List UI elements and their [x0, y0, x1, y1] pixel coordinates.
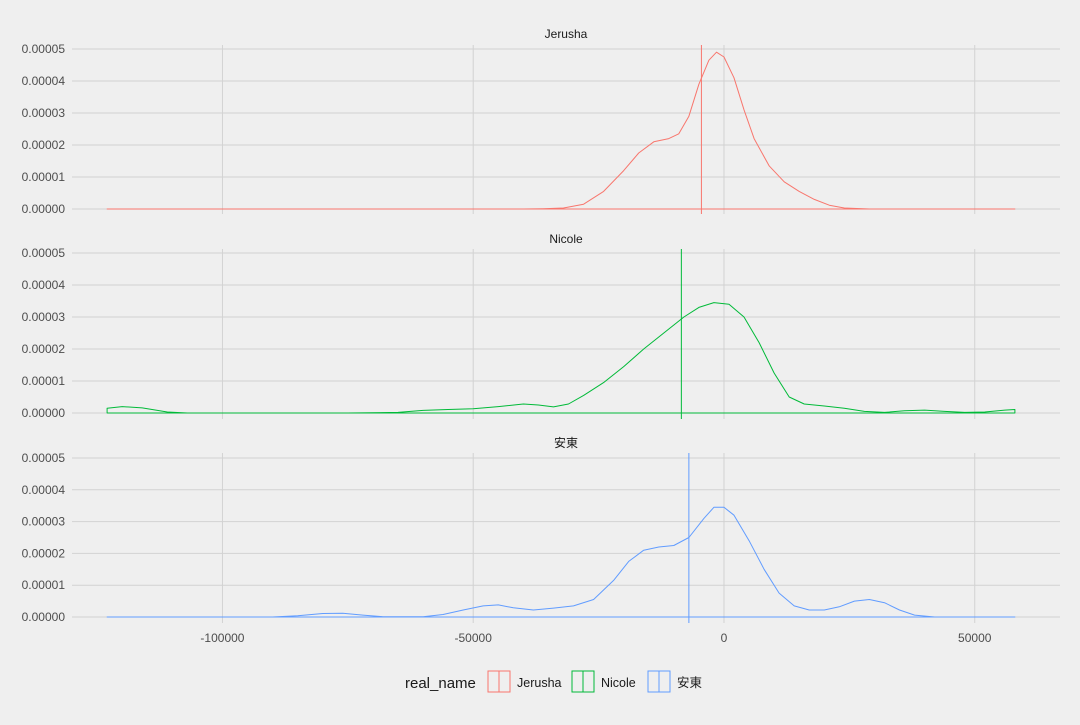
y-tick-label: 0.00005: [22, 42, 66, 56]
facet-strip-title: Nicole: [549, 232, 583, 246]
y-tick-label: 0.00000: [22, 610, 66, 624]
y-tick-label: 0.00000: [22, 202, 66, 216]
y-tick-label: 0.00001: [22, 578, 66, 592]
legend-label-2: Nicole: [601, 676, 636, 690]
y-tick-label: 0.00003: [22, 310, 66, 324]
y-tick-label: 0.00002: [22, 546, 66, 560]
density-curve-2: [106, 302, 1016, 414]
x-tick-label: -50000: [455, 631, 493, 645]
y-tick-label: 0.00005: [22, 451, 66, 465]
legend-label-3: 安東: [677, 675, 703, 690]
facet-strip-title: Jerusha: [545, 27, 588, 41]
facet-strip-title: 安東: [554, 435, 578, 450]
y-tick-label: 0.00001: [22, 374, 66, 388]
x-tick-label: 0: [721, 631, 728, 645]
y-tick-label: 0.00004: [22, 74, 66, 88]
legend-title: real_name: [405, 675, 476, 692]
y-tick-label: 0.00004: [22, 278, 66, 292]
legend-label-1: Jerusha: [517, 676, 562, 690]
y-tick-label: 0.00000: [22, 406, 66, 420]
y-tick-label: 0.00005: [22, 246, 66, 260]
y-tick-label: 0.00002: [22, 138, 66, 152]
x-tick-label: -100000: [200, 631, 244, 645]
y-tick-label: 0.00003: [22, 106, 66, 120]
density-curve-1: [106, 51, 1016, 210]
y-tick-label: 0.00003: [22, 515, 66, 529]
density-curve-3: [106, 506, 1016, 618]
y-tick-label: 0.00004: [22, 483, 66, 497]
y-tick-label: 0.00002: [22, 342, 66, 356]
y-tick-label: 0.00001: [22, 170, 66, 184]
x-tick-label: 50000: [958, 631, 992, 645]
